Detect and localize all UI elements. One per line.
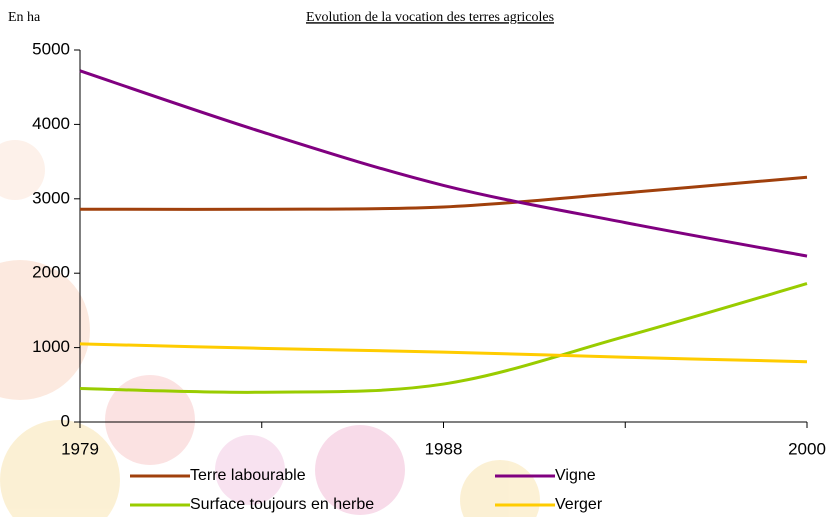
x-tick-label: 1988 [425,439,463,458]
line [80,177,807,209]
chart: En ha Evolution de la vocation des terre… [0,0,833,517]
chart-title: Evolution de la vocation des terres agri… [306,10,554,25]
legend-label: Surface toujours en herbe [190,496,374,513]
background-decoration [0,140,540,517]
x-tick-label: 1979 [61,439,99,458]
legend-label: Terre labourable [190,467,306,484]
y-tick-label: 2000 [32,263,70,282]
y-tick-label: 1000 [32,337,70,356]
y-tick-label: 4000 [32,114,70,133]
x-tick-label: 2000 [788,439,826,458]
legend-label: Verger [555,496,603,513]
legend-label: Vigne [555,467,596,484]
y-tick-label: 5000 [32,39,70,58]
line [80,71,807,256]
y-tick-label: 0 [61,411,70,430]
line [80,284,807,393]
y-tick-label: 3000 [32,188,70,207]
line [80,344,807,362]
y-axis-label: En ha [8,10,41,25]
